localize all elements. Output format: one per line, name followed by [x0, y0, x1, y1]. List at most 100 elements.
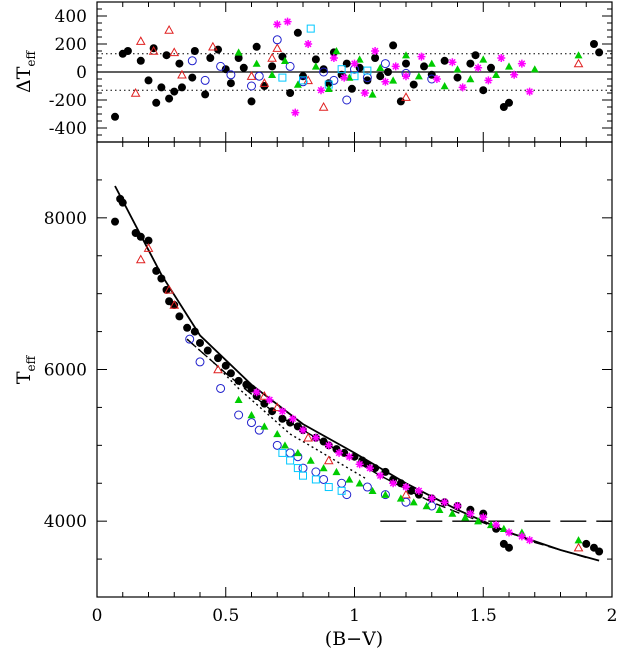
data-point — [391, 62, 400, 71]
data-point — [306, 24, 315, 33]
data-point — [303, 432, 313, 442]
data-point — [466, 75, 475, 83]
data-point — [293, 448, 302, 457]
data-point — [332, 47, 341, 55]
residual-panel: -400 -200 0 200 400 ΔTeff — [13, 1, 613, 143]
y-tick-label: 4000 — [44, 512, 87, 532]
data-point — [345, 452, 354, 461]
data-point — [435, 505, 444, 513]
data-point — [234, 54, 243, 62]
data-point — [311, 62, 320, 70]
data-point — [190, 327, 199, 336]
data-point — [350, 72, 359, 81]
data-point — [376, 72, 385, 81]
data-point — [396, 494, 405, 502]
data-point — [363, 66, 372, 75]
data-point — [574, 51, 583, 59]
data-point — [208, 41, 218, 51]
data-point — [299, 471, 307, 480]
data-point — [195, 357, 205, 367]
data-point — [440, 82, 449, 90]
data-point — [226, 79, 235, 88]
data-point — [453, 65, 462, 73]
data-point — [414, 72, 423, 80]
data-point — [196, 338, 204, 347]
data-point — [486, 63, 495, 72]
data-point — [517, 532, 526, 541]
data-point — [278, 414, 287, 423]
data-point — [247, 418, 256, 428]
data-point — [347, 84, 356, 93]
data-point — [342, 59, 351, 68]
data-point — [272, 440, 282, 450]
teff-points — [111, 194, 604, 556]
data-point — [471, 51, 480, 60]
data-point — [510, 70, 519, 79]
data-point — [505, 98, 513, 107]
data-point — [355, 55, 364, 63]
data-point — [402, 59, 410, 68]
data-point — [380, 59, 390, 69]
data-point — [484, 76, 493, 85]
data-point — [402, 72, 410, 81]
data-point — [288, 414, 297, 423]
data-point — [252, 59, 261, 67]
y-tick-label: -400 — [49, 119, 87, 139]
data-point — [162, 51, 171, 60]
data-point — [458, 83, 467, 92]
data-point — [298, 463, 308, 473]
data-point — [169, 47, 180, 57]
y-tick-label: 400 — [55, 7, 87, 27]
data-point — [185, 334, 195, 344]
data-point — [422, 502, 431, 510]
data-point — [169, 300, 180, 309]
data-point — [497, 54, 506, 62]
residual-points — [111, 17, 604, 121]
data-point — [267, 52, 277, 62]
data-point — [440, 498, 449, 507]
data-point — [234, 395, 243, 404]
data-point — [355, 460, 364, 469]
data-point — [365, 464, 374, 473]
data-point — [247, 411, 256, 419]
data-point — [474, 517, 483, 525]
data-point — [381, 77, 390, 86]
data-point — [466, 59, 475, 68]
y-tick-label: 6000 — [44, 361, 87, 381]
teff-axis-ticks: 4000 6000 8000 0 0.5 1 1.5 2 — [44, 141, 617, 626]
data-point — [221, 361, 230, 370]
data-point — [272, 35, 282, 45]
data-point — [136, 56, 145, 65]
data-point — [148, 45, 159, 55]
data-point — [259, 78, 270, 87]
data-point — [381, 490, 390, 498]
x-tick-label: 1.5 — [470, 606, 497, 626]
data-point — [234, 48, 243, 56]
data-point — [324, 84, 333, 92]
teff-plot-frame — [96, 141, 613, 598]
teff-y-axis-title: Teff — [13, 354, 38, 384]
data-point — [409, 80, 418, 89]
data-point — [149, 44, 158, 53]
data-point — [234, 376, 243, 385]
data-point — [505, 543, 513, 552]
data-point — [319, 464, 328, 472]
data-point — [278, 73, 287, 82]
data-point — [143, 243, 154, 252]
residual-y-axis-title: ΔTeff — [13, 50, 38, 94]
data-point — [268, 70, 277, 78]
data-point — [335, 448, 344, 457]
data-point — [280, 441, 289, 449]
data-point — [260, 399, 269, 408]
data-point — [383, 68, 392, 76]
data-point — [311, 475, 320, 484]
solid-fit-curve — [114, 185, 600, 562]
data-point — [165, 94, 174, 103]
data-point — [486, 520, 495, 529]
data-point — [360, 89, 369, 97]
data-point — [175, 312, 184, 321]
x-tick-label: 0.5 — [212, 606, 239, 626]
data-point — [317, 86, 326, 95]
data-point — [376, 63, 385, 71]
data-point — [293, 80, 302, 88]
